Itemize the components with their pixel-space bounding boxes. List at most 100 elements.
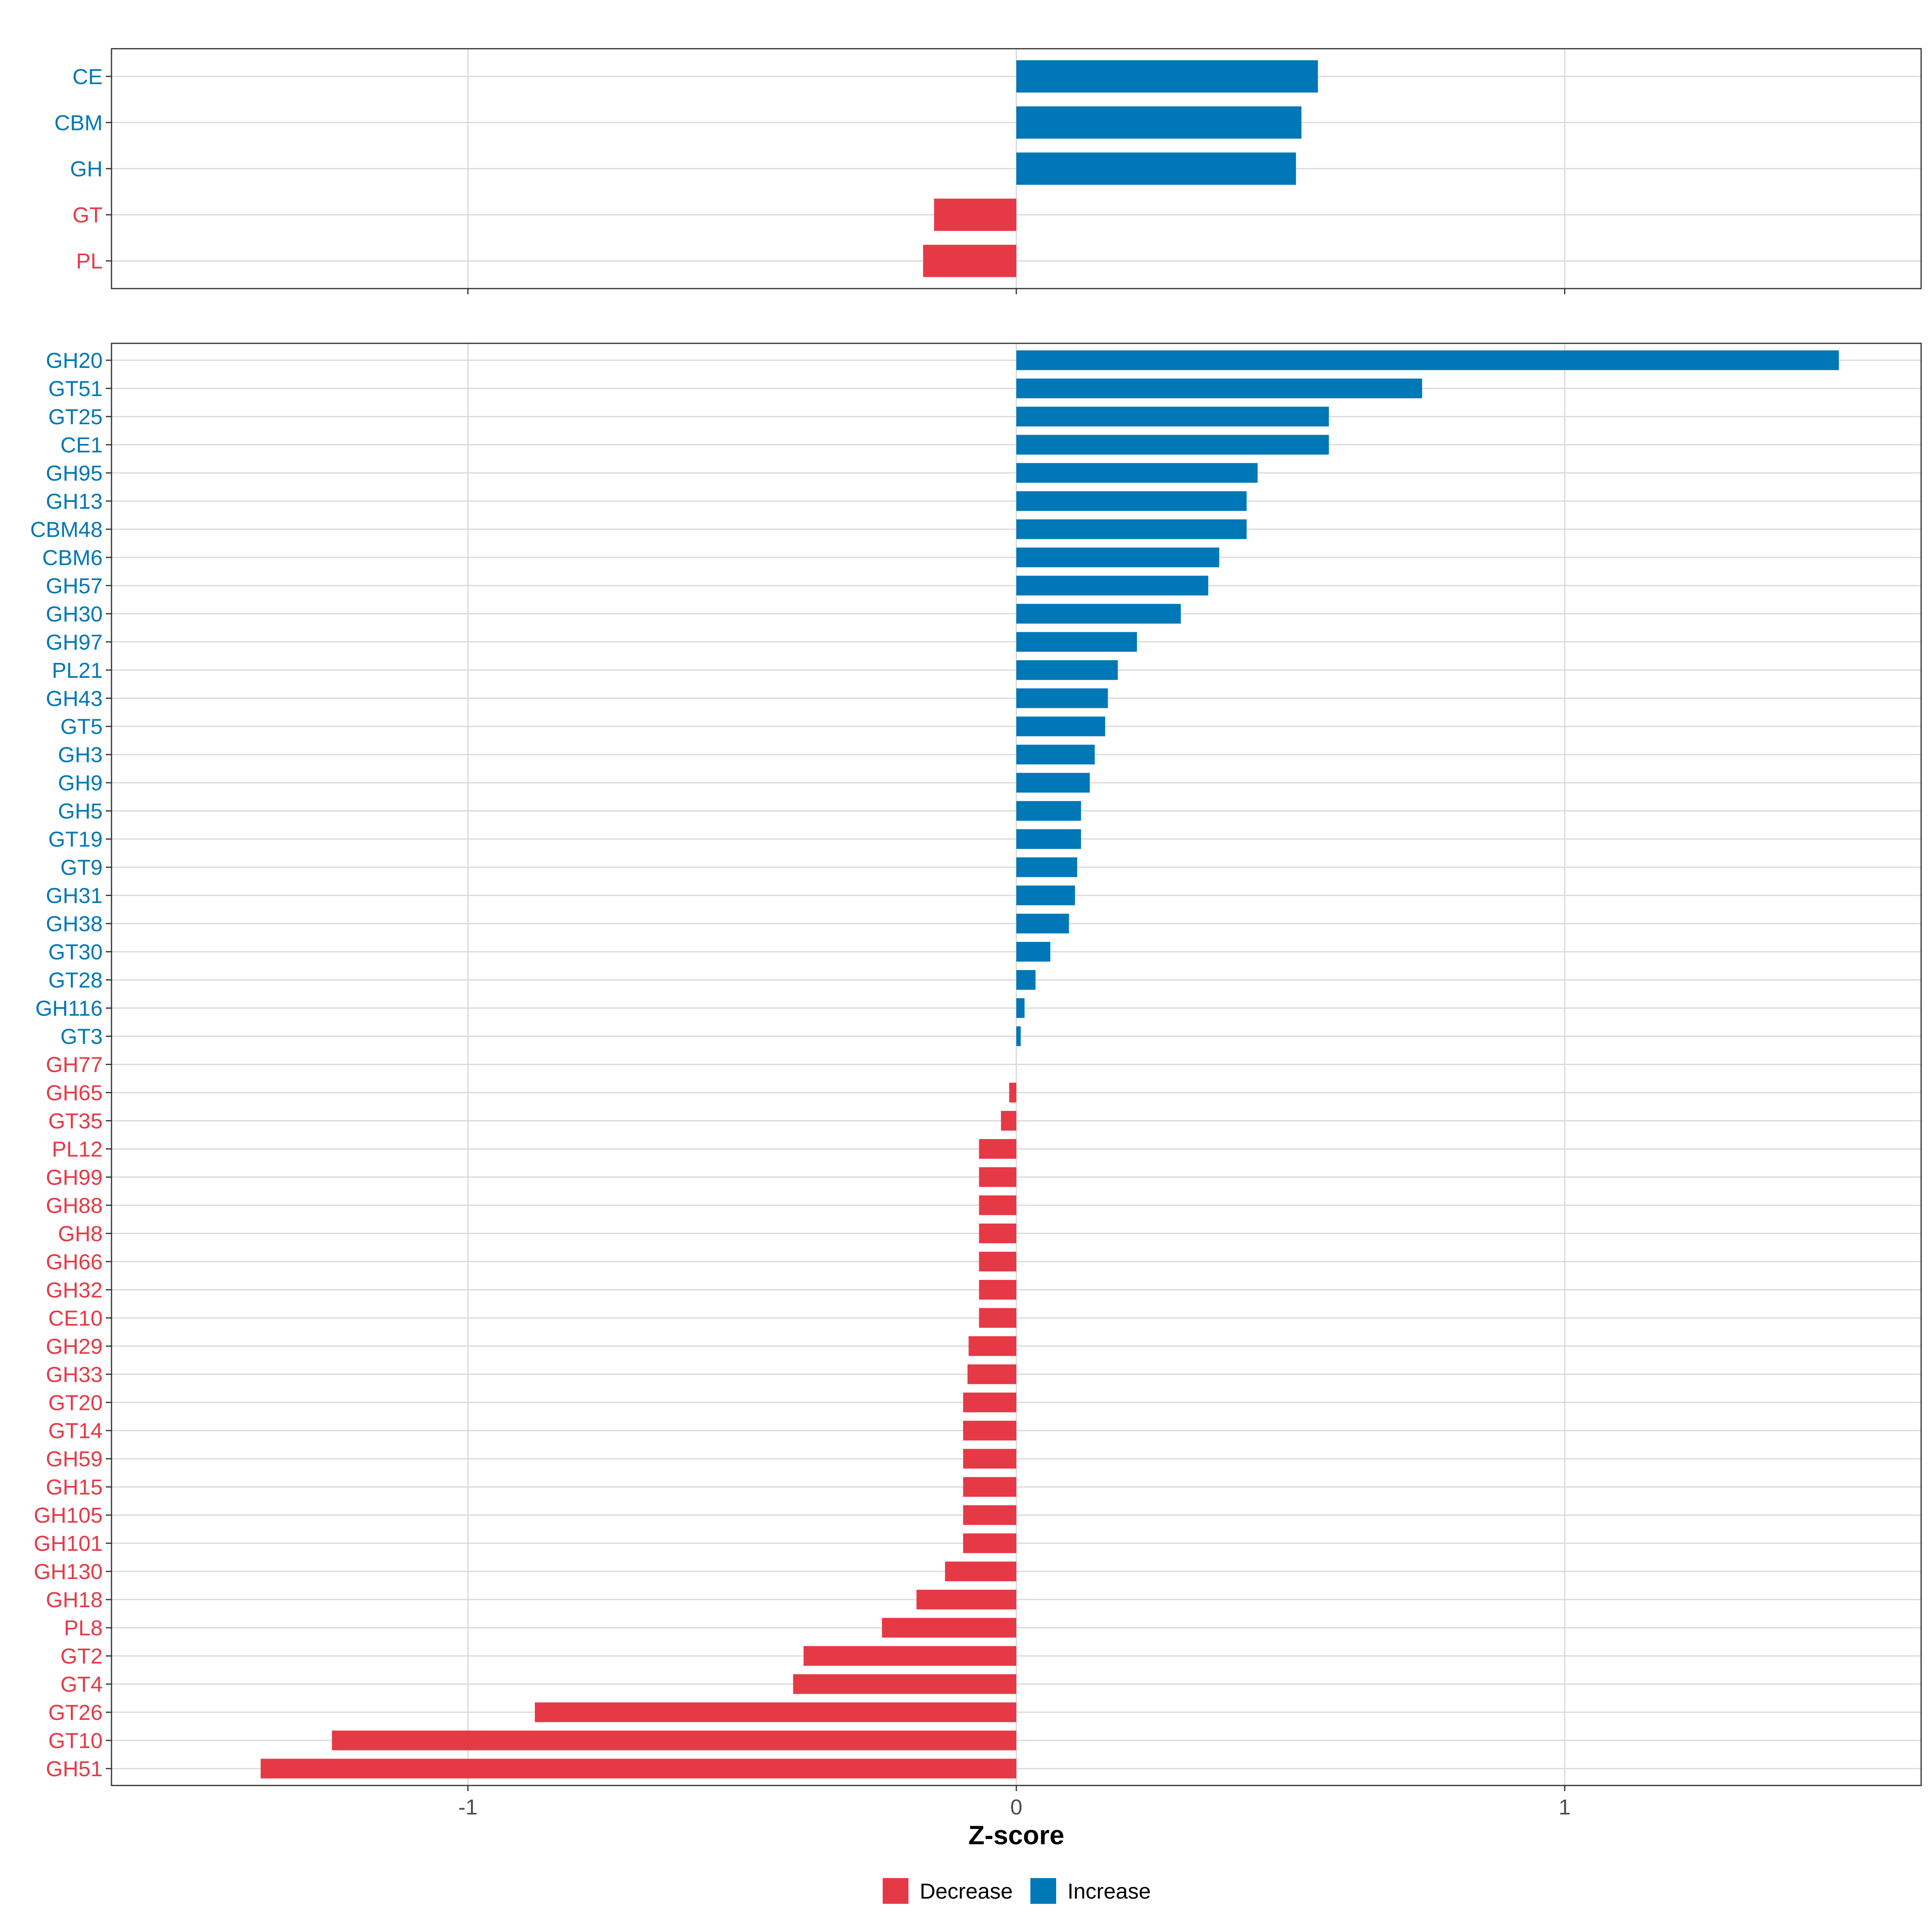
- bar-gh15: [963, 1477, 1016, 1497]
- bar-gh59: [963, 1449, 1016, 1469]
- y-tick-label: GH59: [46, 1447, 103, 1471]
- bar-gh66: [979, 1251, 1016, 1271]
- legend-label-decrease: Decrease: [920, 1879, 1013, 1903]
- y-tick-label: GH29: [46, 1334, 103, 1358]
- x-tick-label: 1: [1558, 1795, 1571, 1819]
- x-tick-label: -1: [458, 1795, 478, 1819]
- bar-gt28: [1016, 970, 1036, 990]
- bar-gh51: [260, 1759, 1017, 1779]
- legend-label-increase: Increase: [1067, 1879, 1151, 1903]
- bar-ce: [1016, 60, 1318, 93]
- y-tick-label: CE1: [60, 433, 103, 457]
- y-tick-label: GT14: [48, 1419, 103, 1443]
- bar-gt3: [1016, 1026, 1021, 1046]
- bar-gh88: [979, 1195, 1016, 1215]
- bar-gh31: [1016, 886, 1075, 906]
- y-tick-label: GH33: [46, 1362, 103, 1387]
- bar-gh3: [1016, 745, 1095, 765]
- bar-ce10: [979, 1308, 1016, 1328]
- y-tick-label: GH18: [46, 1588, 103, 1612]
- y-tick-label: PL: [76, 249, 103, 273]
- class-panel: CE CBM GH GT PL: [54, 48, 1922, 294]
- y-tick-label: CBM6: [42, 546, 103, 570]
- y-tick-label: GH20: [46, 349, 103, 373]
- bar-gh43: [1016, 688, 1108, 708]
- y-tick-label: GT9: [60, 856, 103, 880]
- y-tick-label: GH30: [46, 602, 103, 626]
- y-tick-label: GH77: [46, 1053, 103, 1077]
- y-tick-label: PL21: [52, 658, 103, 683]
- y-tick-label: GH65: [46, 1081, 103, 1105]
- bar-gt51: [1016, 378, 1422, 398]
- y-tick-label: GT30: [48, 940, 103, 964]
- y-tick-label: GH31: [46, 884, 103, 908]
- legend-swatch-increase: [1030, 1878, 1056, 1904]
- y-tick-label: GH66: [46, 1250, 103, 1274]
- y-tick-label: GT10: [48, 1729, 103, 1753]
- family-panel: GH20 GT51 GT25 CE1 GH95 GH13 CBM48 CBM6 GH57 GH30…: [30, 343, 1922, 1791]
- y-tick-label: GH51: [46, 1757, 103, 1781]
- bar-gh130: [945, 1561, 1016, 1581]
- y-tick-label: GT19: [48, 828, 103, 852]
- y-tick-label: GT5: [60, 715, 103, 739]
- y-tick-label: GT2: [60, 1644, 103, 1668]
- bar-gt5: [1016, 716, 1105, 737]
- bar-gh5: [1016, 801, 1081, 821]
- bar-gh: [1016, 152, 1296, 185]
- bar-gh32: [979, 1280, 1016, 1300]
- y-tick-label: GH8: [58, 1222, 103, 1246]
- y-tick-label: GH: [70, 157, 103, 181]
- bar-cbm6: [1016, 547, 1220, 568]
- y-tick-label: GH95: [46, 461, 103, 485]
- y-tick-label: GT20: [48, 1391, 103, 1415]
- y-tick-label: GH99: [46, 1165, 103, 1189]
- bar-gh57: [1016, 576, 1208, 596]
- bar-cbm48: [1016, 519, 1247, 539]
- legend-swatch-decrease: [883, 1878, 908, 1904]
- bar-gt20: [963, 1392, 1016, 1412]
- bar-gh13: [1016, 491, 1247, 511]
- y-tick-label: GH13: [46, 489, 103, 514]
- y-tick-label: GH105: [34, 1503, 103, 1527]
- y-tick-label: CE: [72, 65, 103, 89]
- bar-pl8: [882, 1618, 1016, 1638]
- bar-gh30: [1016, 604, 1181, 624]
- y-tick-label: GH32: [46, 1278, 103, 1302]
- y-tick-label: GH116: [35, 997, 103, 1021]
- bar-gt25: [1016, 407, 1329, 427]
- bar-gh18: [916, 1589, 1016, 1610]
- y-tick-label: GH3: [58, 743, 103, 767]
- y-tick-label: GT4: [60, 1672, 103, 1697]
- bar-gt10: [332, 1730, 1016, 1750]
- bar-gt9: [1016, 857, 1077, 877]
- y-tick-label: GT3: [60, 1025, 103, 1049]
- y-tick-label: GT51: [48, 377, 103, 401]
- bar-gh105: [963, 1505, 1016, 1525]
- bar-gh101: [963, 1533, 1016, 1553]
- bar-pl21: [1016, 660, 1118, 680]
- y-tick-label: GT26: [48, 1701, 103, 1725]
- bar-gt19: [1016, 829, 1081, 849]
- bar-gh33: [967, 1364, 1016, 1384]
- bar-pl12: [979, 1139, 1016, 1159]
- bar-gh99: [979, 1167, 1016, 1187]
- legend: Decrease Increase: [883, 1878, 1151, 1904]
- y-tick-label: GH101: [34, 1532, 103, 1556]
- y-tick-label: GH88: [46, 1193, 103, 1218]
- y-tick-label: GH5: [58, 799, 103, 824]
- y-tick-label: GT28: [48, 968, 103, 993]
- bar-gt26: [535, 1702, 1016, 1722]
- y-tick-label: CBM: [54, 111, 103, 135]
- y-tick-label: GH9: [58, 771, 103, 795]
- y-tick-label: GT: [72, 203, 103, 227]
- bar-gh29: [968, 1336, 1016, 1356]
- bar-gt2: [803, 1646, 1016, 1666]
- y-tick-label: GH38: [46, 912, 103, 936]
- y-tick-label: CE10: [48, 1306, 103, 1330]
- y-tick-label: GH15: [46, 1475, 103, 1499]
- bar-gh38: [1016, 914, 1069, 934]
- bar-ce1: [1016, 435, 1329, 455]
- bar-gt14: [963, 1420, 1016, 1441]
- y-tick-label: CBM48: [30, 518, 103, 542]
- bar-gh20: [1016, 350, 1839, 370]
